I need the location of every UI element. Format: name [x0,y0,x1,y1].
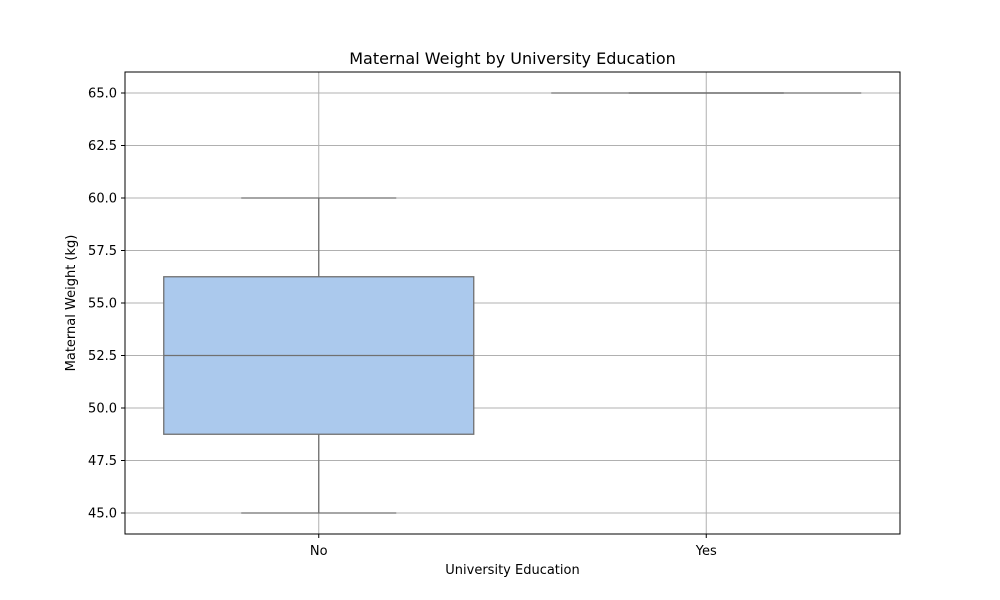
chart-title: Maternal Weight by University Education [349,49,676,68]
y-tick-label: 52.5 [88,349,117,364]
x-tick-label: No [310,544,328,559]
y-tick-label: 55.0 [88,297,117,312]
y-tick-label: 47.5 [88,454,117,469]
y-tick-label: 65.0 [88,87,117,102]
y-tick-label: 50.0 [88,402,117,417]
y-axis-ticks: 45.0 47.5 50.0 52.5 55.0 57.5 60.0 62.5 65.0 [88,87,125,522]
y-axis-label: Maternal Weight (kg) [64,235,79,372]
y-tick-label: 60.0 [88,192,117,207]
x-axis-ticks: No Yes [310,534,717,559]
y-tick-label: 45.0 [88,507,117,522]
box-elements [163,92,862,514]
x-axis-label: University Education [445,563,579,578]
x-tick-label: Yes [695,544,717,559]
y-tick-label: 62.5 [88,139,117,154]
y-tick-label: 57.5 [88,244,117,259]
box-no [163,197,475,514]
